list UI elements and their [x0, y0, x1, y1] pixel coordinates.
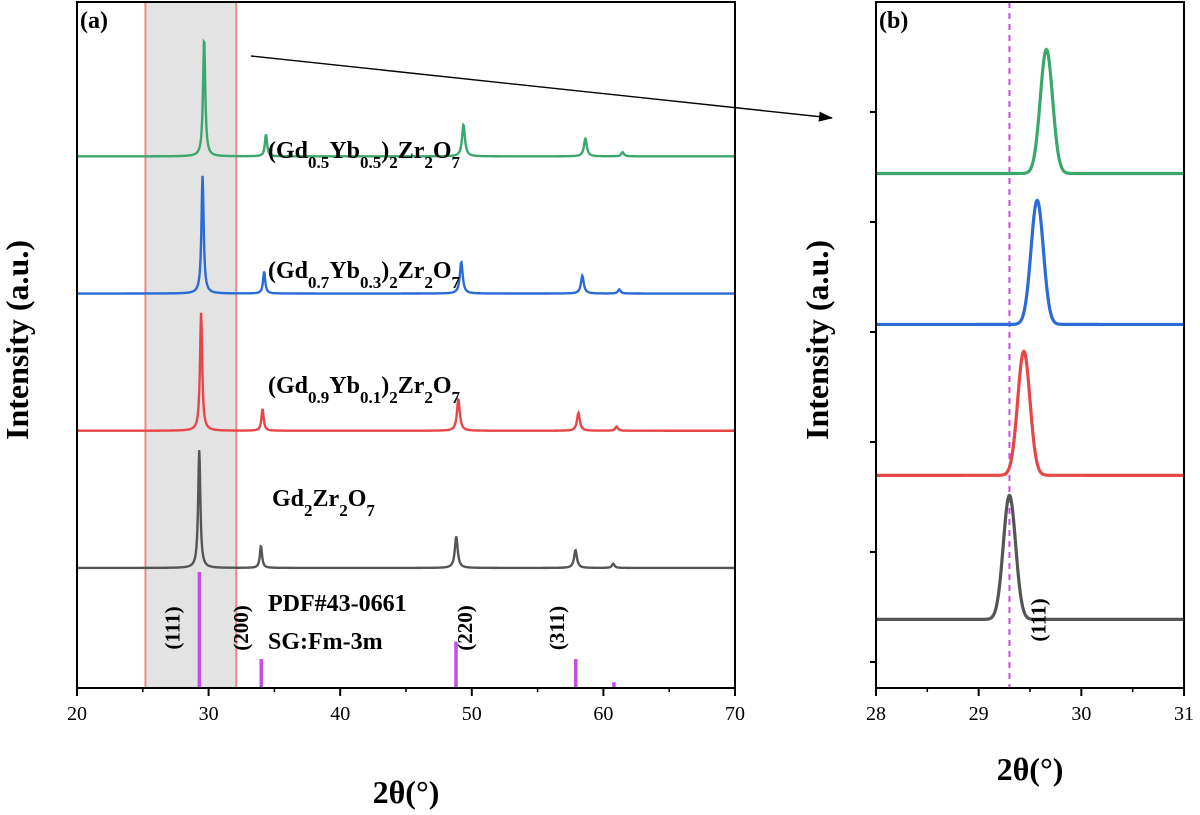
zoom-peak-line-1 — [876, 198, 1184, 327]
label-gd2zr2o7: Gd2Zr2O7 — [272, 486, 375, 520]
panel-b-series — [876, 47, 1184, 621]
a-tick-label: 70 — [725, 703, 745, 725]
hkl-label-2: (220) — [453, 605, 477, 651]
hkl-label-0: (111) — [161, 606, 185, 649]
hkl-label-3: (311) — [545, 606, 569, 650]
highlight-region — [144, 1, 238, 689]
panel-b-x-ticks: 28 29 30 31 — [866, 111, 1194, 725]
hkl-label-1: (200) — [229, 605, 253, 651]
panel-b-y-axis-label: Intensity (a.u.) — [799, 240, 835, 440]
a-tick-label: 60 — [593, 703, 613, 725]
panel-a-reference-lines — [197, 572, 616, 688]
panel-a-x-ticks: 20 30 40 50 60 70 — [67, 688, 745, 725]
label-gd07yb03: (Gd0.7Yb0.3)2Zr2O7 — [268, 258, 461, 292]
panel-b-x-axis-label: 2θ(°) — [997, 751, 1064, 787]
b-tick-label: 31 — [1174, 703, 1194, 725]
a-tick-label: 50 — [462, 703, 482, 725]
panel-b: 28 29 30 31 (b) (111) 2θ(°) Intensity (a.u.… — [799, 1, 1194, 787]
pattern-line-1 — [76, 175, 735, 295]
panel-b-label: (b) — [879, 8, 908, 34]
panel-a-hkl-labels: (111) (200) (220) (311) — [161, 605, 569, 651]
panel-b-hkl-label: (111) — [1026, 598, 1050, 641]
b-tick-label: 30 — [1071, 703, 1091, 725]
panel-a-x-axis-label: 2θ(°) — [373, 774, 440, 810]
a-tick-label: 20 — [67, 703, 87, 725]
zoom-peak-line-2 — [876, 349, 1184, 477]
label-gd05yb05: (Gd0.5Yb0.5)2Zr2O7 — [268, 138, 461, 172]
zoom-arrow — [250, 55, 833, 122]
pattern-line-3 — [77, 450, 735, 570]
reference-card-label: PDF#43-0661 — [268, 591, 407, 617]
label-gd09yb01: (Gd0.9Yb0.1)2Zr2O7 — [268, 373, 461, 407]
zoom-peak-line-0 — [876, 47, 1184, 176]
pattern-line-0 — [77, 38, 735, 158]
pattern-line-2 — [77, 312, 735, 432]
panel-a: 20 30 40 50 60 70 (a) (Gd0.5Yb0.5)2Zr2O7 (Gd0… — [0, 1, 745, 810]
zoom-peak-line-3 — [876, 493, 1184, 621]
a-tick-label: 40 — [330, 703, 350, 725]
panel-a-series — [76, 38, 735, 570]
b-tick-label: 29 — [969, 703, 989, 725]
panel-b-frame — [875, 1, 1185, 689]
b-tick-label: 28 — [866, 703, 886, 725]
panel-a-y-axis-label: Intensity (a.u.) — [0, 240, 35, 440]
panel-a-label: (a) — [80, 8, 108, 34]
a-tick-label: 30 — [199, 703, 219, 725]
space-group-label: SG:Fm-3m — [268, 629, 383, 655]
